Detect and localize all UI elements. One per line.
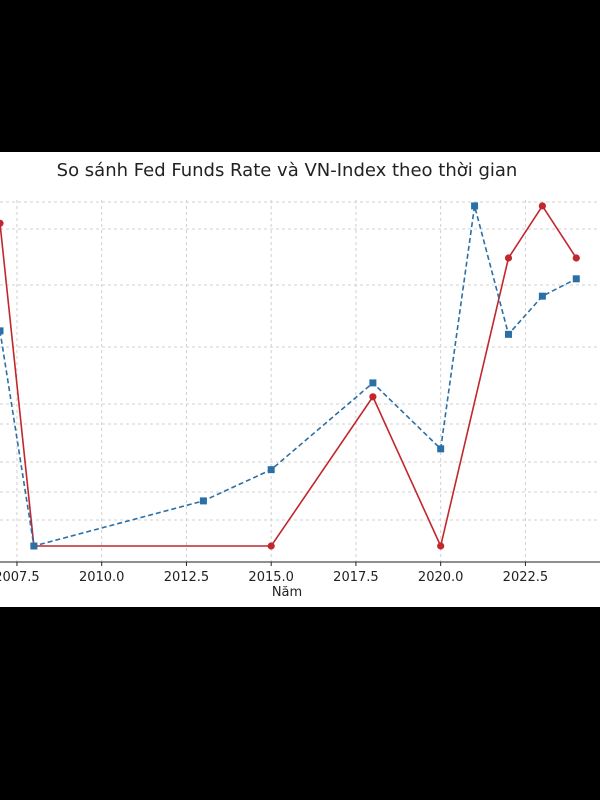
x-tick-labels: 2007.5 2010.0 2012.5 2015.0 2017.5 2020.0 2022… — [0, 562, 548, 585]
series-1-point-4 — [369, 379, 377, 387]
series-0-point-4 — [437, 542, 445, 550]
x-axis-label: Năm — [272, 585, 302, 600]
series-0 — [0, 202, 580, 550]
x-tick-label-5: 2020.0 — [418, 570, 464, 585]
x-tick-label-4: 2017.5 — [333, 570, 379, 585]
series-0-point-3 — [369, 393, 377, 401]
series-0-point-0 — [0, 219, 4, 227]
series-1-point-1 — [30, 542, 38, 550]
series-0-point-5 — [504, 254, 513, 262]
grid — [0, 200, 600, 563]
series-1-point-9 — [572, 275, 580, 283]
series-1-point-6 — [471, 202, 479, 210]
series-1-point-8 — [538, 292, 546, 300]
series-0-point-6 — [538, 202, 546, 210]
chart-panel: So sánh Fed Funds Rate và VN-Index theo … — [0, 152, 600, 607]
series-0-point-2 — [267, 542, 275, 550]
series-0-point-7 — [572, 254, 580, 262]
series-1 — [0, 202, 580, 550]
series-1-point-5 — [437, 445, 445, 453]
series-layer — [0, 202, 580, 550]
series-line-0 — [0, 204, 577, 549]
chart-title: So sánh Fed Funds Rate và VN-Index theo … — [57, 160, 518, 181]
series-1-point-7 — [504, 330, 512, 338]
x-tick-label-3: 2015.0 — [248, 570, 294, 585]
series-1-point-3 — [267, 466, 275, 474]
x-tick-label-1: 2010.0 — [79, 570, 125, 585]
x-tick-label-6: 2022.5 — [503, 570, 549, 585]
series-1-point-0 — [0, 327, 4, 335]
series-1-point-2 — [199, 497, 207, 505]
line-chart: So sánh Fed Funds Rate và VN-Index theo … — [0, 160, 600, 600]
x-tick-label-2: 2012.5 — [164, 570, 210, 585]
series-line-1 — [0, 205, 577, 548]
x-tick-label-0: 2007.5 — [0, 570, 40, 585]
